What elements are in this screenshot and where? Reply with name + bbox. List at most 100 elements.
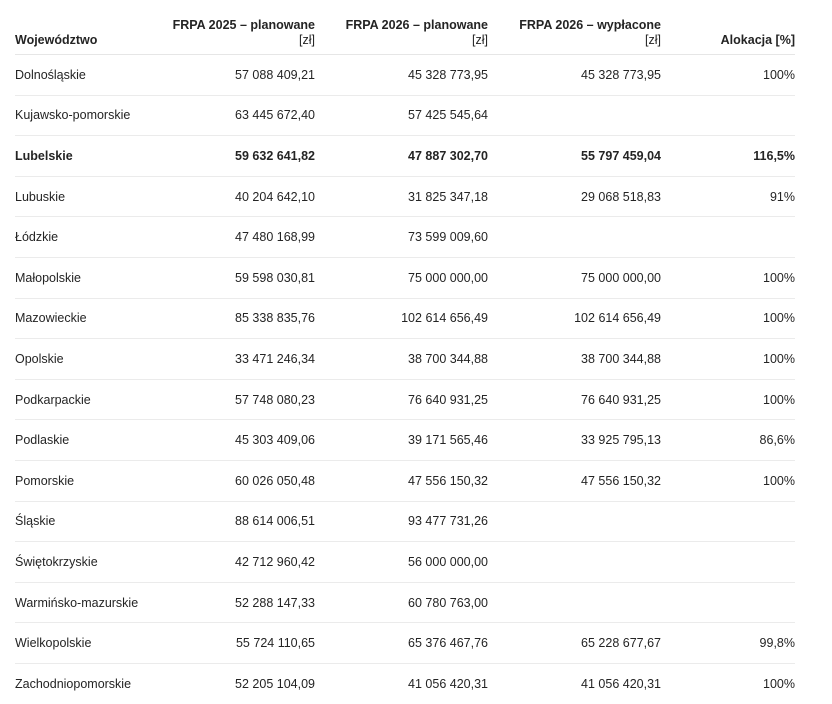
cell-allocation [661,582,795,624]
cell-plan-2025: 47 480 168,99 [165,216,315,258]
table-body: Dolnośląskie 57 088 409,21 45 328 773,95 45… [15,54,795,704]
cell-plan-2025: 45 303 409,06 [165,419,315,461]
cell-paid-2026 [488,541,661,583]
table-row: Kujawsko-pomorskie 63 445 672,40 57 425 54… [15,95,795,137]
cell-allocation: 86,6% [661,419,795,461]
cell-plan-2025: 33 471 246,34 [165,338,315,380]
cell-region: Zachodniopomorskie [15,676,132,691]
cell-plan-2025: 52 288 147,33 [165,582,315,624]
cell-region: Kujawsko-pomorskie [15,95,165,137]
table-row: Mazowieckie 85 338 835,76 102 614 656,49 10… [15,298,795,340]
column-header-label: FRPA 2026 – planowane [345,18,488,32]
cell-allocation: 100% [661,379,795,421]
cell-paid-2026 [488,501,661,543]
cell-paid-2026 [488,95,661,137]
cell-plan-2025: 40 204 642,10 [165,176,315,218]
cell-allocation: 99,8% [661,622,795,664]
cell-paid-2026: 47 556 150,32 [488,460,661,502]
cell-paid-2026 [488,216,661,258]
cell-paid-2026: 102 614 656,49 [488,298,661,340]
table-row: Małopolskie 59 598 030,81 75 000 000,00 75 … [15,257,795,299]
table-header: Województwo FRPA 2025 – planowane [zł] F… [15,0,795,55]
column-header-label: Alokacja [%] [720,33,795,47]
cell-paid-2026: 45 328 773,95 [488,54,661,96]
table-row: Opolskie 33 471 246,34 38 700 344,88 38 700… [15,338,795,380]
cell-region: Wielkopolskie [15,622,165,664]
cell-region: Warmińsko-mazurskie [15,582,165,624]
table-row: Lubelskie 59 632 641,82 47 887 302,70 55 79… [15,135,795,177]
cell-paid-2026: 38 700 344,88 [488,338,661,380]
cell-paid-2026: 76 640 931,25 [488,379,661,421]
cell-plan-2026: 102 614 656,49 [315,298,488,340]
cell-paid-2026: 55 797 459,04 [488,135,661,177]
cell-plan-2026: 57 425 545,64 [315,95,488,137]
column-header-unit: [zł] [472,33,488,47]
cell-plan-2026: 47 556 150,32 [315,460,488,502]
cell-plan-2025: 52 205 104,09 [235,676,315,691]
cell-plan-2025: 42 712 960,42 [165,541,315,583]
cell-allocation: 100% [661,338,795,380]
cell-region: Małopolskie [15,257,165,299]
table-row: Warmińsko-mazurskie 52 288 147,33 60 780 7… [15,582,795,624]
cell-region: Opolskie [15,338,165,380]
cell-region: Łódzkie [15,216,165,258]
table-row: Zachodniopomorskie 52 205 104,09 41 056 42… [15,663,795,703]
cell-allocation: 100% [661,460,795,502]
column-header-unit: [zł] [299,33,315,47]
column-header-plan-2026: FRPA 2026 – planowane [zł] [315,0,488,55]
cell-paid-2026: 41 056 420,31 [581,676,661,691]
cell-region: Lubuskie [15,176,165,218]
cell-plan-2026: 47 887 302,70 [315,135,488,177]
cell-paid-2026: 75 000 000,00 [488,257,661,299]
cell-region: Podlaskie [15,419,165,461]
cell-region: Pomorskie [15,460,165,502]
table-row: Lubuskie 40 204 642,10 31 825 347,18 29 068… [15,176,795,218]
cell-region: Podkarpackie [15,379,165,421]
cell-plan-2026: 56 000 000,00 [315,541,488,583]
column-header-plan-2025: FRPA 2025 – planowane [zł] [165,0,315,55]
column-header-region: Województwo [15,0,165,55]
column-header-paid-2026: FRPA 2026 – wypłacone [zł] [488,0,661,55]
cell-plan-2026: 38 700 344,88 [315,338,488,380]
column-header-allocation: Alokacja [%] [661,0,795,55]
cell-plan-2026: 31 825 347,18 [315,176,488,218]
cell-allocation: 91% [661,176,795,218]
cell-plan-2025: 88 614 006,51 [165,501,315,543]
cell-allocation: 100% [661,298,795,340]
cell-plan-2025: 55 724 110,65 [165,622,315,664]
column-header-label: FRPA 2026 – wypłacone [519,18,661,32]
cell-paid-2026: 29 068 518,83 [488,176,661,218]
cell-paid-2026: 33 925 795,13 [488,419,661,461]
cell-plan-2026: 75 000 000,00 [315,257,488,299]
cell-allocation [661,501,795,543]
cell-allocation: 100% [661,54,795,96]
cell-region: Śląskie [15,501,165,543]
table-row: Śląskie 88 614 006,51 93 477 731,26 [15,501,795,543]
table-row: Podlaskie 45 303 409,06 39 171 565,46 33 92… [15,419,795,461]
table-container: Województwo FRPA 2025 – planowane [zł] F… [15,0,795,704]
cell-plan-2026: 93 477 731,26 [315,501,488,543]
cell-plan-2026: 65 376 467,76 [315,622,488,664]
header-row: Województwo FRPA 2025 – planowane [zł] F… [15,0,795,55]
cell-allocation [661,216,795,258]
cell-plan-2025: 63 445 672,40 [165,95,315,137]
table-row: Świętokrzyskie 42 712 960,42 56 000 000,00 [15,541,795,583]
table-row: Podkarpackie 57 748 080,23 76 640 931,25 76… [15,379,795,421]
cell-paid-2026 [488,582,661,624]
column-header-label: Województwo [15,33,98,47]
cell-plan-2026: 60 780 763,00 [315,582,488,624]
table-row: Wielkopolskie 55 724 110,65 65 376 467,76 6… [15,622,795,664]
cell-plan-2025: 85 338 835,76 [165,298,315,340]
cell-plan-2026: 45 328 773,95 [315,54,488,96]
table-row: Dolnośląskie 57 088 409,21 45 328 773,95 45… [15,54,795,96]
cell-allocation: 116,5% [661,135,795,177]
cell-region: Mazowieckie [15,298,165,340]
cell-plan-2026: 41 056 420,31 [408,676,488,691]
table-row: Łódzkie 47 480 168,99 73 599 009,60 [15,216,795,258]
cell-region: Lubelskie [15,135,165,177]
cell-allocation [661,541,795,583]
cell-plan-2026: 73 599 009,60 [315,216,488,258]
frpa-table: Województwo FRPA 2025 – planowane [zł] F… [15,0,795,704]
column-header-label: FRPA 2025 – planowane [172,18,315,32]
cell-region: Dolnośląskie [15,54,165,96]
